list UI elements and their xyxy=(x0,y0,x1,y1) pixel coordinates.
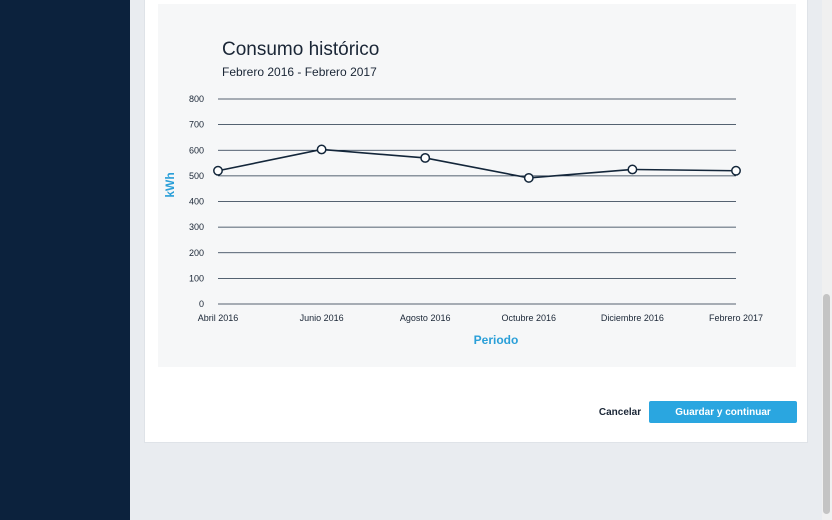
data-point[interactable] xyxy=(523,172,534,183)
y-tick-label: 0 xyxy=(199,299,204,309)
content-card: Consumo histórico Febrero 2016 - Febrero… xyxy=(144,0,808,443)
y-tick-label: 600 xyxy=(189,145,204,155)
y-tick-label: 300 xyxy=(189,222,204,232)
scrollbar-thumb[interactable] xyxy=(823,294,830,514)
save-continue-button[interactable]: Guardar y continuar xyxy=(649,401,797,423)
y-tick-label: 100 xyxy=(189,273,204,283)
data-point[interactable] xyxy=(316,144,327,155)
data-point[interactable] xyxy=(420,152,431,163)
x-axis-label: Periodo xyxy=(474,333,519,347)
scrollbar-track[interactable] xyxy=(822,0,832,520)
y-tick-label: 500 xyxy=(189,171,204,181)
chart-title: Consumo histórico xyxy=(222,39,379,60)
series-line xyxy=(217,148,737,179)
data-point[interactable] xyxy=(627,164,638,175)
x-tick-label: Agosto 2016 xyxy=(400,313,451,323)
y-tick-label: 700 xyxy=(189,120,204,130)
consumption-chart: Consumo histórico Febrero 2016 - Febrero… xyxy=(163,39,763,347)
sidebar xyxy=(0,0,130,520)
x-tick-label: Octubre 2016 xyxy=(502,313,557,323)
y-tick-label: 200 xyxy=(189,248,204,258)
chart-subtitle: Febrero 2016 - Febrero 2017 xyxy=(222,65,377,79)
y-tick-label: 400 xyxy=(189,197,204,207)
x-tick-label: Diciembre 2016 xyxy=(601,313,664,323)
cancel-button[interactable]: Cancelar xyxy=(585,401,655,423)
chart-panel: Consumo histórico Febrero 2016 - Febrero… xyxy=(158,4,796,367)
y-axis-label: kWh xyxy=(163,172,177,197)
main-content: Consumo histórico Febrero 2016 - Febrero… xyxy=(130,0,832,520)
data-point[interactable] xyxy=(213,165,223,176)
data-point[interactable] xyxy=(731,165,741,176)
x-tick-label: Junio 2016 xyxy=(300,313,344,323)
x-tick-label: Febrero 2017 xyxy=(709,313,763,323)
y-tick-label: 800 xyxy=(189,94,204,104)
x-tick-label: Abril 2016 xyxy=(198,313,239,323)
